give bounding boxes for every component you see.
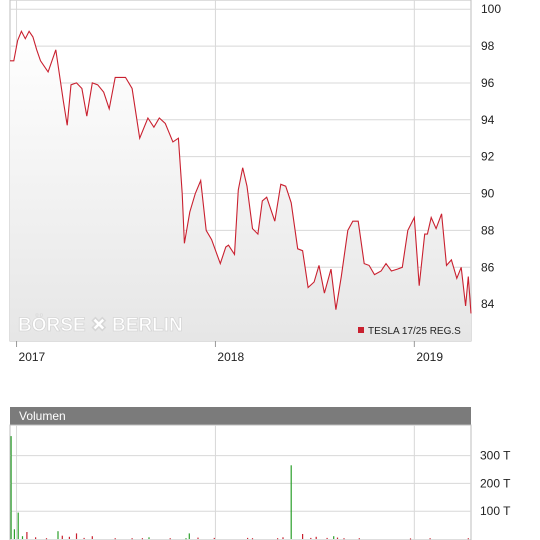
volume-bar: [333, 536, 335, 539]
watermark-logo: BÖRSE ✖ BERLIN: [18, 315, 183, 336]
volume-bar: [45, 538, 48, 540]
volume-bar: [61, 535, 63, 539]
volume-bar: [185, 538, 187, 540]
volume-bar: [358, 538, 360, 540]
volume-y-axis: 100 T 200 T 300 T: [480, 449, 511, 519]
price-y-tick-label: 90: [481, 187, 495, 201]
volume-bar: [277, 538, 279, 540]
volume-bar: [213, 537, 215, 539]
volume-bar: [10, 436, 12, 539]
volume-bar: [13, 529, 15, 539]
legend-label: TESLA 17/25 REG.S: [368, 326, 461, 337]
price-y-axis: 84 86 88 90 92 94 96 98 100: [481, 2, 501, 311]
volume-y-tick-label: 300 T: [480, 449, 511, 463]
volume-bar: [310, 537, 312, 539]
price-y-tick-label: 98: [481, 39, 495, 53]
price-y-tick-label: 88: [481, 223, 495, 237]
volume-bar: [336, 537, 339, 539]
legend: TESLA 17/25 REG.S: [358, 326, 461, 337]
volume-bar: [68, 536, 70, 539]
volume-bar: [169, 538, 171, 540]
volume-bar: [75, 533, 78, 539]
volume-bar: [35, 537, 37, 539]
volume-bar: [26, 532, 28, 539]
price-y-tick-label: 96: [481, 76, 495, 90]
volume-bar: [282, 537, 284, 539]
volume-bar: [343, 538, 345, 540]
volume-grid: [10, 425, 471, 540]
price-line: [10, 30, 472, 314]
volume-chart-panel: Volumen 100 T 200 T 300 T: [9, 407, 511, 540]
volume-bar: [290, 465, 292, 539]
price-x-axis: 2017 2018 2019: [16, 341, 443, 364]
volume-bar: [315, 536, 317, 539]
volume-bar: [247, 537, 249, 539]
volume-bar: [17, 512, 19, 539]
price-y-tick-label: 92: [481, 150, 495, 164]
volume-bar: [57, 531, 59, 539]
x-tick-label: 2018: [217, 350, 244, 364]
volume-panel-header: [10, 407, 471, 425]
volume-bar: [91, 536, 93, 539]
volume-bar: [326, 537, 328, 539]
volume-bar: [197, 537, 199, 539]
x-tick-label: 2017: [19, 350, 46, 364]
volume-bar: [429, 538, 431, 540]
volume-bar: [467, 538, 469, 540]
legend-swatch: [358, 327, 364, 333]
x-tick-label: 2019: [416, 350, 443, 364]
volume-bar: [302, 534, 304, 539]
price-y-tick-label: 94: [481, 113, 495, 127]
volume-bar: [131, 538, 133, 540]
price-y-tick-label: 100: [481, 2, 501, 16]
volume-y-tick-label: 100 T: [480, 504, 511, 518]
price-chart-panel: 84 86 88 90 92 94 96 98 100 2017 2018 2019 BÖRSE ✖…: [9, 0, 501, 364]
volume-plot-border: [9, 424, 472, 540]
volume-panel-title: Volumen: [19, 409, 66, 423]
volume-bar: [21, 536, 24, 539]
volume-bar: [148, 537, 150, 539]
volume-bar: [141, 538, 143, 540]
volume-bar: [409, 538, 412, 540]
volume-bar: [83, 537, 85, 539]
volume-bars: [10, 436, 469, 540]
price-y-tick-label: 86: [481, 260, 495, 274]
volume-bar: [188, 533, 190, 539]
volume-bar: [114, 538, 116, 540]
volume-y-tick-label: 200 T: [480, 476, 511, 490]
price-area-fill: [10, 31, 471, 342]
price-y-tick-label: 84: [481, 297, 495, 311]
volume-bar: [251, 538, 254, 540]
